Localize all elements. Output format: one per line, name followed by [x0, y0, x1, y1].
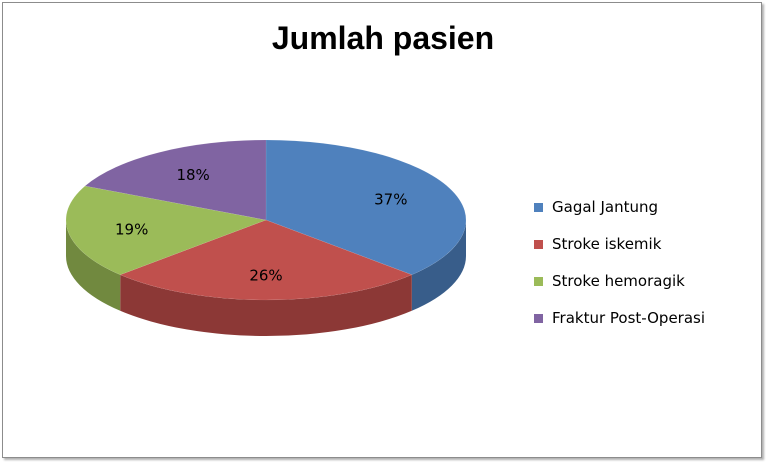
legend-swatch-stroke-iskemik	[534, 239, 543, 249]
legend-label-fraktur-post-operasi: Fraktur Post-Operasi	[552, 309, 706, 327]
data-label-stroke-iskemik: 26%	[249, 266, 282, 284]
legend-swatch-stroke-hemoragik	[534, 276, 543, 286]
legend-item-stroke-iskemik: Stroke iskemik	[534, 233, 705, 255]
pie-side-stroke-hemoragik	[66, 220, 121, 311]
data-label-fraktur-post-operasi: 18%	[176, 166, 209, 184]
legend-label-stroke-hemoragik: Stroke hemoragik	[552, 272, 685, 290]
pie-side-stroke-iskemik	[120, 274, 412, 336]
pie-slice-gagal-jantung	[265, 139, 467, 276]
pie-slice-fraktur-post-operasi	[84, 139, 267, 221]
legend-swatch-fraktur-post-operasi	[534, 313, 543, 323]
legend-item-fraktur-post-operasi: Fraktur Post-Operasi	[534, 307, 705, 329]
data-label-gagal-jantung: 37%	[374, 190, 407, 208]
legend-swatch-gagal-jantung	[534, 202, 543, 212]
legend-item-gagal-jantung: Gagal Jantung	[534, 196, 705, 218]
legend-item-stroke-hemoragik: Stroke hemoragik	[534, 270, 705, 292]
legend: Gagal Jantung Stroke iskemik Stroke hemo…	[534, 196, 705, 344]
pie-slice-stroke-iskemik	[119, 219, 413, 301]
pie-side-gagal-jantung	[411, 220, 466, 311]
data-label-stroke-hemoragik: 19%	[115, 221, 148, 239]
pie-slice-stroke-hemoragik	[65, 185, 267, 276]
legend-label-stroke-iskemik: Stroke iskemik	[552, 235, 662, 253]
legend-label-gagal-jantung: Gagal Jantung	[552, 198, 659, 216]
chart-title: Jumlah pasien	[271, 20, 495, 56]
